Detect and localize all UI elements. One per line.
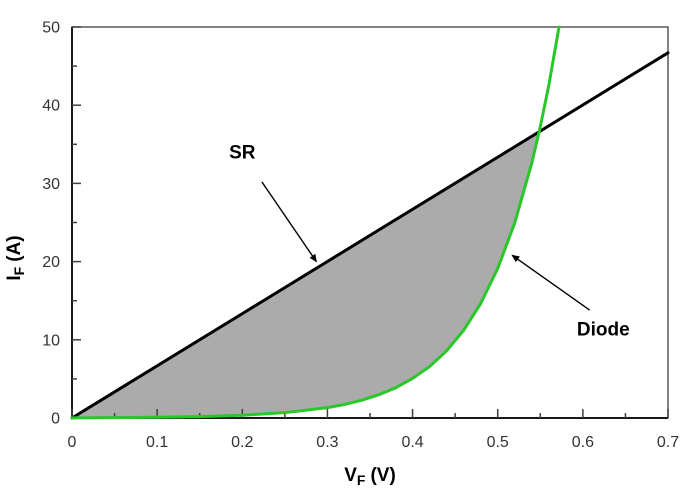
annotation-diode-arrow	[511, 254, 591, 311]
x-axis-title-base: V	[344, 465, 357, 486]
annotation-sr-arrow	[261, 181, 317, 263]
y-tick-label: 40	[42, 98, 60, 115]
y-axis-title: IF (A)	[4, 235, 27, 280]
y-axis-title-base: I	[4, 275, 25, 280]
x-tick-label: 0.3	[316, 434, 338, 451]
y-tick-label: 50	[42, 20, 60, 37]
annotation-sr-label: SR	[229, 143, 256, 164]
x-tick-label: 0	[68, 434, 77, 451]
x-axis-title-unit: (V)	[370, 465, 395, 486]
y-axis-title-subscript: F	[11, 266, 27, 275]
series-diode-curve	[70, 25, 561, 420]
x-tick-label: 0.6	[572, 434, 594, 451]
x-tick-label: 0.2	[231, 434, 253, 451]
y-axis-title-unit: (A)	[4, 235, 25, 261]
x-tick-label: 0.4	[401, 434, 423, 451]
x-axis-title-subscript: F	[357, 472, 366, 488]
x-tick-label: 0.1	[146, 434, 168, 451]
series-sr-curve	[70, 51, 670, 420]
x-tick-label: 0.5	[487, 434, 509, 451]
annotation-diode-label: Diode	[577, 319, 630, 340]
y-tick-label: 10	[42, 332, 60, 349]
y-tick-label: 30	[42, 176, 60, 193]
chart-plot-area: 0 0.1 0.2 0.3 0.4 0.5 0.6 0.7 0 10 20 30 40 50 SR Diode	[42, 20, 679, 452]
y-tick-label: 20	[42, 254, 60, 271]
y-tick-label: 0	[51, 411, 60, 428]
x-axis-title: VF (V)	[344, 465, 396, 488]
shaded-region	[72, 132, 539, 418]
x-tick-label: 0.7	[657, 434, 679, 451]
